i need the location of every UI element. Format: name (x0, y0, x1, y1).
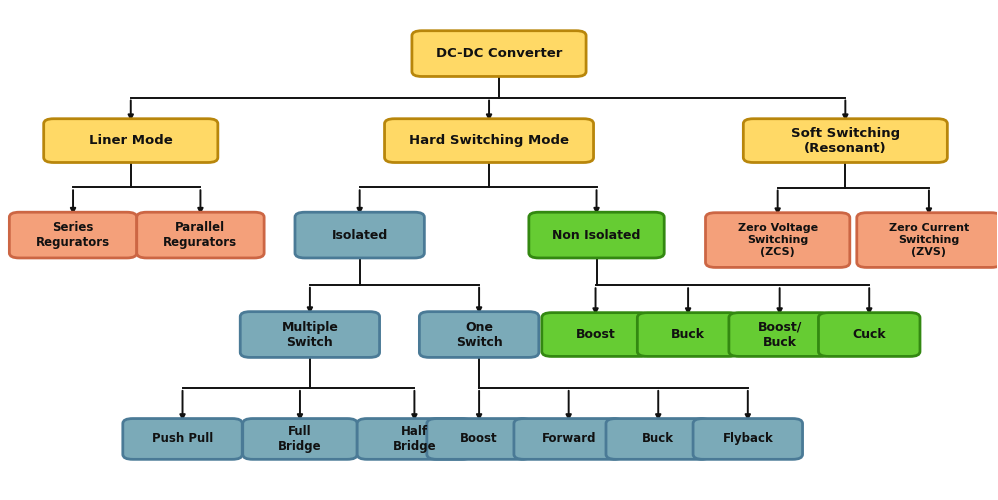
FancyBboxPatch shape (529, 212, 665, 258)
FancyBboxPatch shape (693, 418, 802, 460)
FancyBboxPatch shape (295, 212, 424, 258)
FancyBboxPatch shape (856, 212, 998, 268)
Text: DC-DC Converter: DC-DC Converter (436, 47, 562, 60)
Text: Isolated: Isolated (331, 228, 388, 241)
Text: Zero Current
Switching
(ZVS): Zero Current Switching (ZVS) (889, 224, 969, 256)
FancyBboxPatch shape (357, 418, 472, 460)
Text: Multiple
Switch: Multiple Switch (281, 320, 338, 348)
Text: Cuck: Cuck (852, 328, 886, 341)
FancyBboxPatch shape (514, 418, 624, 460)
Text: Buck: Buck (643, 432, 675, 446)
FancyBboxPatch shape (412, 30, 586, 76)
FancyBboxPatch shape (137, 212, 264, 258)
FancyBboxPatch shape (542, 312, 650, 356)
FancyBboxPatch shape (419, 312, 539, 358)
FancyBboxPatch shape (706, 212, 850, 268)
FancyBboxPatch shape (243, 418, 357, 460)
FancyBboxPatch shape (638, 312, 739, 356)
FancyBboxPatch shape (9, 212, 137, 258)
FancyBboxPatch shape (606, 418, 711, 460)
FancyBboxPatch shape (44, 118, 218, 162)
Text: Liner Mode: Liner Mode (89, 134, 173, 147)
FancyBboxPatch shape (241, 312, 379, 358)
Text: One
Switch: One Switch (456, 320, 502, 348)
FancyBboxPatch shape (744, 118, 947, 162)
FancyBboxPatch shape (384, 118, 594, 162)
FancyBboxPatch shape (123, 418, 243, 460)
Text: Boost/
Buck: Boost/ Buck (757, 320, 801, 348)
FancyBboxPatch shape (818, 312, 920, 356)
Text: Boost: Boost (576, 328, 616, 341)
Text: Half
Bridge: Half Bridge (392, 425, 436, 453)
Text: Non Isolated: Non Isolated (552, 228, 641, 241)
Text: Series
Regurators: Series Regurators (36, 221, 110, 249)
Text: Buck: Buck (671, 328, 706, 341)
Text: Parallel
Regurators: Parallel Regurators (164, 221, 238, 249)
Text: Forward: Forward (542, 432, 596, 446)
FancyBboxPatch shape (729, 312, 830, 356)
Text: Flyback: Flyback (723, 432, 773, 446)
FancyBboxPatch shape (427, 418, 531, 460)
Text: Full
Bridge: Full Bridge (278, 425, 321, 453)
Text: Push Pull: Push Pull (152, 432, 214, 446)
Text: Boost: Boost (460, 432, 498, 446)
Text: Soft Switching
(Resonant): Soft Switching (Resonant) (790, 126, 900, 154)
Text: Hard Switching Mode: Hard Switching Mode (409, 134, 569, 147)
Text: Zero Voltage
Switching
(ZCS): Zero Voltage Switching (ZCS) (738, 224, 817, 256)
